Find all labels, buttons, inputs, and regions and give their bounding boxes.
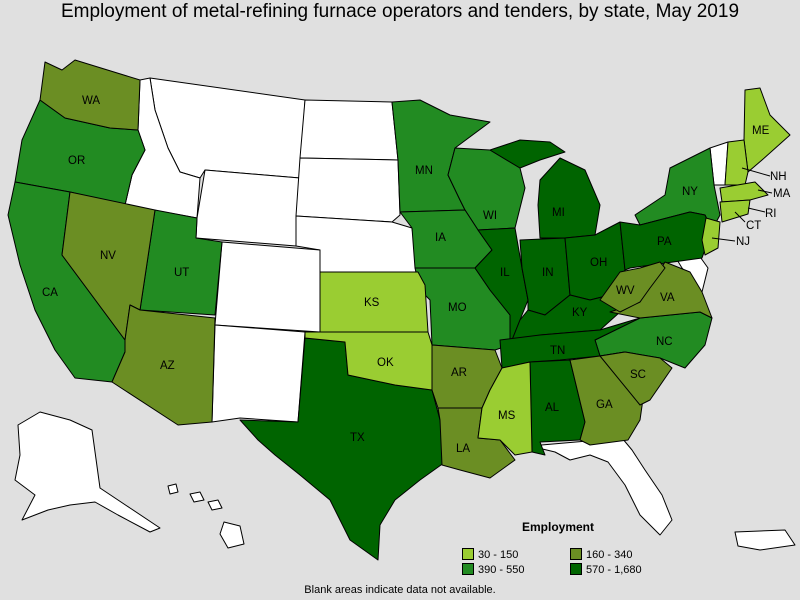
state-label: LA xyxy=(456,443,470,455)
state-south-carolina xyxy=(599,351,673,406)
state-label: AZ xyxy=(160,360,175,372)
state-label: MO xyxy=(448,302,467,314)
state-label: CT xyxy=(746,220,761,232)
state-label: OR xyxy=(68,155,85,167)
state-connecticut-ri xyxy=(719,199,751,223)
legend-item: 30 - 150 xyxy=(462,548,518,561)
state-south-dakota xyxy=(295,157,401,223)
state-label: RI xyxy=(765,208,777,220)
state-label: PA xyxy=(657,236,672,248)
state-label: UT xyxy=(174,267,189,279)
legend-label: 30 - 150 xyxy=(478,549,519,561)
state-massachusetts xyxy=(719,181,769,203)
leader-line-nj xyxy=(711,237,736,242)
state-label: MA xyxy=(773,188,791,200)
state-label: WV xyxy=(616,285,635,297)
state-puerto-rico xyxy=(734,529,796,551)
state-label: WI xyxy=(483,210,497,222)
legend-swatch xyxy=(462,548,474,560)
state-washington xyxy=(39,59,141,131)
state-label: CA xyxy=(42,287,58,299)
leader-line-ri xyxy=(747,207,766,213)
state-wyoming xyxy=(195,169,301,247)
legend-swatch xyxy=(462,563,474,575)
legend-item: 160 - 340 xyxy=(570,548,632,561)
legend-label: 390 - 550 xyxy=(478,564,525,576)
state-new-hampshire xyxy=(724,139,749,186)
state-label: MS xyxy=(498,410,516,422)
state-florida xyxy=(529,437,673,536)
state-label: TX xyxy=(350,432,365,444)
legend-item: 390 - 550 xyxy=(462,563,524,576)
state-new-jersey xyxy=(701,217,721,256)
state-label: OH xyxy=(590,257,607,269)
legend: Employment 30 - 150 160 - 340 390 - 550 … xyxy=(462,520,662,578)
state-label: ME xyxy=(752,125,770,137)
state-label: NY xyxy=(682,186,698,198)
state-label: NJ xyxy=(736,236,750,248)
leader-line-ct xyxy=(734,211,746,223)
state-label: OK xyxy=(377,357,394,369)
state-label: MI xyxy=(552,207,565,219)
state-colorado xyxy=(214,241,321,333)
legend-swatch xyxy=(570,548,582,560)
state-north-dakota xyxy=(299,99,399,161)
state-new-mexico xyxy=(211,324,306,423)
state-label: TN xyxy=(550,345,565,357)
state-label: AR xyxy=(451,367,467,379)
leader-line-nh xyxy=(741,167,771,177)
state-label: GA xyxy=(596,399,613,411)
legend-title: Employment xyxy=(522,520,595,534)
state-label: KY xyxy=(572,307,588,319)
state-label: AL xyxy=(545,402,560,414)
state-label: MN xyxy=(415,165,433,177)
state-mississippi xyxy=(477,361,533,456)
state-label: VA xyxy=(660,292,675,304)
state-alaska xyxy=(14,411,161,533)
state-kansas xyxy=(319,271,429,333)
state-oklahoma xyxy=(304,331,433,391)
legend-label: 570 - 1,680 xyxy=(586,564,642,576)
state-label: WA xyxy=(82,95,100,107)
state-arizona xyxy=(111,304,216,426)
state-label: IA xyxy=(435,232,446,244)
state-west-virginia xyxy=(599,261,666,313)
leader-line-ma xyxy=(757,189,773,194)
state-label: IL xyxy=(500,267,510,279)
state-label: NC xyxy=(656,336,673,348)
state-label: KS xyxy=(364,297,380,309)
legend-label: 160 - 340 xyxy=(586,549,633,561)
state-label: SC xyxy=(630,369,646,381)
footnote: Blank areas indicate data not available. xyxy=(304,584,496,596)
state-label: NH xyxy=(770,171,787,183)
state-label: NV xyxy=(100,250,116,262)
legend-swatch xyxy=(570,563,582,575)
map-title: Employment of metal-refining furnace ope… xyxy=(60,1,740,22)
state-hawaii xyxy=(167,483,245,549)
legend-item: 570 - 1,680 xyxy=(570,563,642,576)
state-label: IN xyxy=(542,267,554,279)
